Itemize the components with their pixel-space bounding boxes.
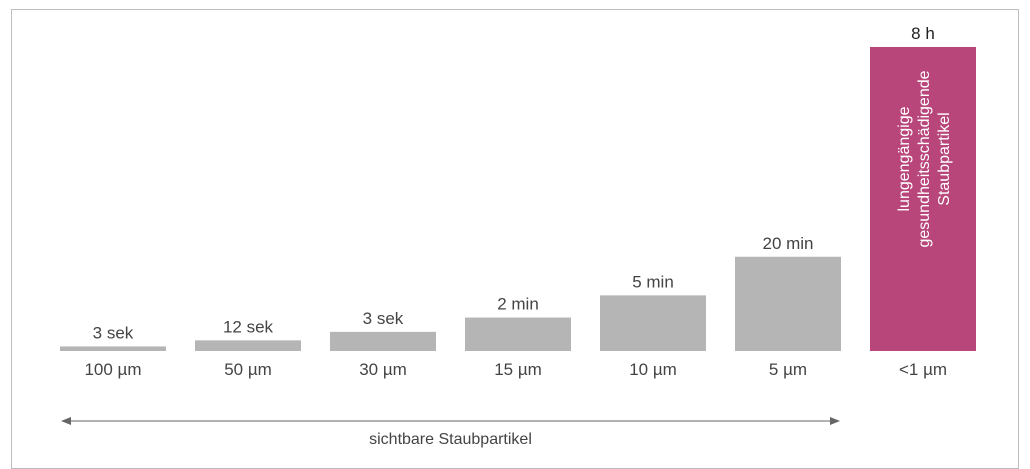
- range-annotation: sichtbare Staubpartikel: [61, 417, 840, 448]
- labels-group: 3 sek 100 µm 12 sek 50 µm 3 sek 30 µm 2 min 15 …: [84, 24, 953, 379]
- bar-5: [735, 256, 841, 351]
- category-label-0: 100 µm: [84, 360, 141, 379]
- highlight-inner-text-1: gesundheitsschädigende: [916, 70, 933, 247]
- category-label-6: <1 µm: [899, 360, 947, 379]
- bar-6: [870, 47, 976, 351]
- value-label-5: 20 min: [762, 234, 813, 253]
- settling-time-chart: 3 sek 100 µm 12 sek 50 µm 3 sek 30 µm 2 min 15 …: [60, 24, 976, 448]
- category-label-1: 50 µm: [224, 360, 272, 379]
- value-label-2: 3 sek: [363, 309, 404, 328]
- category-label-4: 10 µm: [629, 360, 677, 379]
- category-label-3: 15 µm: [494, 360, 542, 379]
- bars-group: [60, 47, 976, 351]
- category-label-5: 5 µm: [769, 360, 807, 379]
- category-label-2: 30 µm: [359, 360, 407, 379]
- value-label-6: 8 h: [911, 24, 935, 43]
- value-label-4: 5 min: [632, 272, 674, 291]
- value-label-1: 12 sek: [223, 317, 274, 336]
- bar-1: [195, 340, 301, 351]
- bar-2: [330, 331, 436, 351]
- range-label: sichtbare Staubpartikel: [369, 431, 532, 448]
- value-label-3: 2 min: [497, 295, 539, 314]
- bar-0: [60, 346, 166, 351]
- chart-frame: [11, 9, 1019, 469]
- value-label-0: 3 sek: [93, 323, 134, 342]
- bar-3: [465, 317, 571, 351]
- bar-4: [600, 295, 706, 351]
- highlight-inner-text-0: lungengängige: [896, 106, 913, 211]
- highlight-inner-text-2: Staubpartikel: [936, 112, 953, 205]
